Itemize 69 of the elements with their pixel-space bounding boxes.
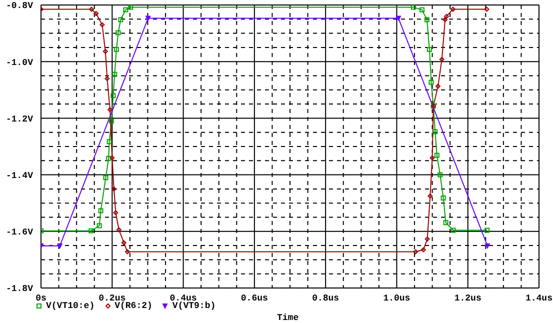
point (104, 76, 110, 82)
point (123, 7, 128, 12)
x-tick-label: 0.6us (240, 293, 268, 304)
x-tick-label: 1.2us (454, 293, 482, 304)
point (396, 16, 401, 21)
point (443, 220, 448, 226)
point (444, 14, 450, 19)
legend-label: V(VT10:e) (46, 300, 95, 310)
point (108, 118, 114, 124)
point (106, 156, 112, 161)
point (100, 22, 105, 28)
point (116, 227, 122, 232)
point (57, 243, 62, 248)
point (434, 152, 440, 158)
legend-label: V(R6:2) (114, 300, 152, 310)
point (484, 243, 490, 248)
point (439, 56, 444, 62)
point (484, 6, 490, 12)
point (110, 93, 116, 98)
point (424, 236, 430, 242)
point (114, 46, 119, 52)
point (118, 17, 124, 22)
point (450, 228, 456, 233)
y-tick-label: -1.6V (6, 228, 34, 238)
point (106, 139, 112, 144)
x-axis-title: Time (276, 313, 300, 323)
point (111, 186, 116, 192)
x-tick-label: 0s (36, 293, 46, 304)
point (424, 17, 430, 22)
point (435, 84, 440, 89)
point (124, 249, 130, 254)
y-tick-label: -1.4V (6, 170, 34, 181)
y-tick-label: -1.8V (6, 284, 34, 294)
y-tick-label: -0.8V (6, 1, 34, 12)
x-tick-label: 1.4us (525, 293, 553, 304)
point (426, 46, 432, 52)
point (428, 80, 434, 85)
point (413, 249, 418, 254)
point (89, 6, 94, 12)
point (88, 228, 94, 234)
x-tick-label: 0.8us (312, 293, 340, 304)
point (110, 155, 115, 160)
point (98, 208, 104, 214)
point (96, 223, 102, 228)
y-tick-label: -1.0V (6, 58, 34, 68)
point (432, 129, 438, 134)
point (128, 5, 134, 10)
point (146, 16, 151, 21)
y-tick-label: -1.2V (6, 114, 34, 124)
point (410, 5, 416, 10)
point (113, 210, 118, 216)
point (442, 17, 448, 22)
x-tick-label: 1.0us (383, 293, 410, 304)
point (103, 175, 108, 180)
point (428, 194, 433, 199)
point (102, 48, 108, 54)
point (420, 247, 426, 252)
point (112, 72, 118, 77)
point (430, 155, 435, 160)
point (440, 196, 446, 201)
point (450, 6, 456, 12)
point (94, 10, 99, 16)
point (484, 228, 490, 233)
point (121, 240, 126, 246)
legend-label: V(VT9:b) (172, 300, 216, 310)
point (108, 107, 113, 112)
point (116, 30, 121, 36)
point (438, 172, 443, 178)
point (419, 7, 424, 12)
